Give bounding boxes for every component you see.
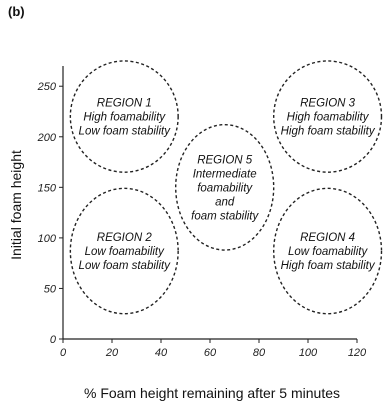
x-tick-label: 100 — [299, 347, 318, 359]
region-2-label: REGION 2 — [97, 232, 153, 244]
region-2-boundary — [69, 187, 179, 315]
region-3: REGION 3 High foamability High foam stabil… — [273, 60, 383, 173]
x-tick-label: 40 — [155, 347, 168, 359]
region-5-label: REGION 5 — [197, 154, 253, 166]
regions: REGION 1 High foamability Low foam stabili… — [69, 60, 383, 315]
region-5-boundary — [174, 123, 275, 251]
panel-label: (b) — [8, 4, 25, 19]
x-tick-label: 120 — [348, 347, 367, 359]
y-tick-label: 0 — [50, 334, 57, 346]
region-2-label: Low foamability — [85, 246, 166, 258]
region-5-label: Intermediate — [193, 168, 257, 180]
x-tick-label: 80 — [253, 347, 266, 359]
y-tick-label: 150 — [38, 182, 57, 194]
x-tick-label: 20 — [105, 347, 119, 359]
y-tick-label: 100 — [38, 233, 57, 245]
region-3-boundary — [273, 60, 383, 173]
region-4-label: High foam stability — [281, 260, 376, 272]
region-1-label: REGION 1 — [97, 98, 152, 110]
region-1-label: Low foam stability — [79, 126, 172, 138]
region-4-label: Low foamability — [288, 246, 369, 258]
region-3-label: REGION 3 — [300, 98, 356, 110]
region-1: REGION 1 High foamability Low foam stabili… — [69, 60, 179, 173]
region-1-label: High foamability — [83, 112, 166, 124]
y-tick-label: 200 — [37, 132, 57, 144]
x-axis-title: % Foam height remaining after 5 minutes — [84, 385, 340, 401]
region-3-label: High foam stability — [281, 126, 376, 138]
x-tick-label: 0 — [60, 347, 67, 359]
region-4: REGION 4 Low foamability High foam stabili… — [273, 187, 383, 315]
region-4-boundary — [273, 187, 383, 315]
axes: 0 20 40 60 80 100 120 0 50 100 150 200 250 — [37, 66, 367, 359]
region-5-label: and — [215, 196, 235, 208]
region-1-boundary — [69, 60, 179, 173]
region-2: REGION 2 Low foamability Low foam stabilit… — [69, 187, 179, 315]
x-tick-label: 60 — [204, 347, 217, 359]
y-tick-label: 250 — [37, 81, 57, 93]
region-5-label: foam stability — [191, 210, 259, 222]
region-5: REGION 5 Intermediate foamability and foam s… — [174, 123, 275, 251]
y-axis-title: Initial foam height — [8, 150, 24, 260]
region-5-label: foamability — [197, 182, 253, 194]
region-2-label: Low foam stability — [79, 260, 172, 272]
region-4-label: REGION 4 — [300, 232, 355, 244]
region-3-label: High foamability — [287, 112, 370, 124]
y-tick-label: 50 — [44, 283, 57, 295]
